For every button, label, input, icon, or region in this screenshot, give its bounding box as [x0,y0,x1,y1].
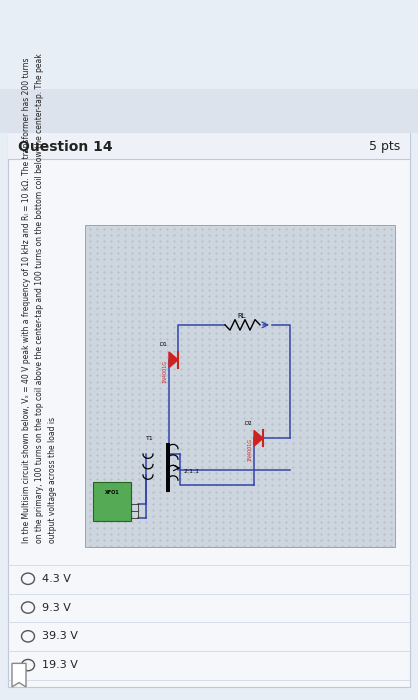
Polygon shape [169,352,178,368]
Bar [93,482,131,522]
Bar [8,133,410,159]
Text: D1: D1 [159,342,167,347]
Text: 1N4001G: 1N4001G [247,438,252,461]
Text: 19.3 V: 19.3 V [42,660,78,670]
Bar [85,225,395,547]
Text: D2: D2 [244,421,252,426]
Bar [0,90,418,133]
Text: 39.3 V: 39.3 V [42,631,78,641]
Text: 1N4001G: 1N4001G [162,360,167,383]
Text: RL: RL [238,313,246,319]
Text: XFO1: XFO1 [104,490,119,495]
Polygon shape [12,664,26,687]
Text: 2:1:1: 2:1:1 [183,469,199,474]
Text: 9.3 V: 9.3 V [42,603,71,612]
Text: T1: T1 [146,436,154,441]
Polygon shape [254,430,263,446]
Text: 5 pts: 5 pts [369,141,400,153]
Text: 4.3 V: 4.3 V [42,574,71,584]
Text: In the Multisim circuit shown below, Vₓ = 40 V peak with a frequency of 10 kHz a: In the Multisim circuit shown below, Vₓ … [22,53,57,543]
Text: Question 14: Question 14 [18,140,112,154]
